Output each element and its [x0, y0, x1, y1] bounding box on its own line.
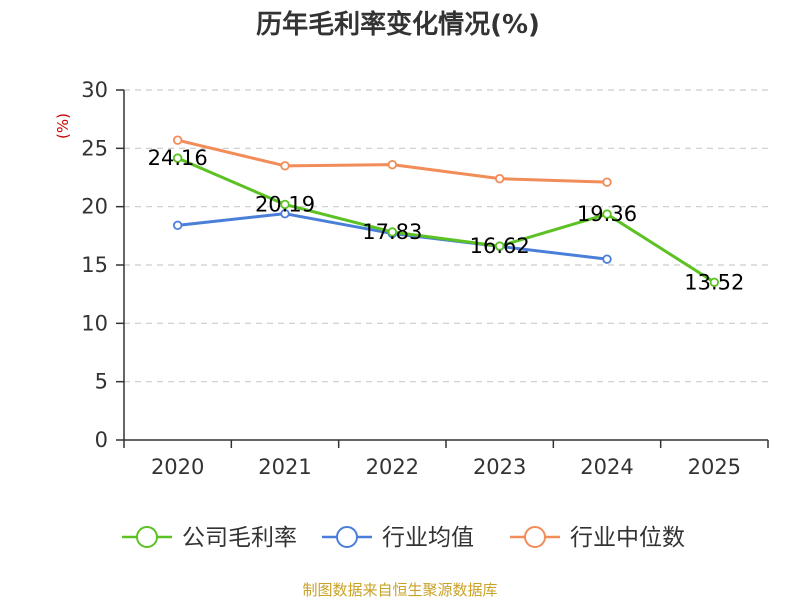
- y-tick-label: 0: [95, 428, 108, 452]
- chart-title: 历年毛利率变化情况(%): [256, 9, 540, 40]
- legend-label[interactable]: 公司毛利率: [182, 525, 297, 551]
- legend-marker: [524, 526, 546, 548]
- data-label: 24.16: [148, 146, 208, 170]
- data-label: 16.62: [470, 234, 530, 258]
- y-tick-label: 20: [81, 195, 108, 219]
- data-point[interactable]: [387, 227, 398, 237]
- x-tick-label: 2020: [151, 455, 204, 479]
- source-note: 制图数据来自恒生聚源数据库: [302, 581, 497, 599]
- data-label: 17.83: [362, 220, 422, 244]
- x-tick-label: 2021: [258, 455, 311, 479]
- data-point[interactable]: [280, 161, 290, 171]
- data-point[interactable]: [494, 173, 505, 184]
- legend-marker: [336, 526, 358, 548]
- data-point[interactable]: [172, 153, 183, 163]
- data-point[interactable]: [172, 135, 183, 145]
- data-point[interactable]: [709, 277, 720, 287]
- y-tick-label: 15: [81, 253, 108, 277]
- x-tick-label: 2025: [688, 455, 741, 479]
- legend-label[interactable]: 行业中位数: [570, 525, 685, 551]
- series-line-0: [177, 156, 716, 284]
- y-tick-label: 5: [95, 370, 108, 394]
- legend-label[interactable]: 行业均值: [382, 525, 474, 551]
- y-tick-label: 25: [81, 136, 108, 160]
- data-point[interactable]: [602, 209, 612, 219]
- data-point[interactable]: [387, 159, 398, 170]
- data-label: 19.36: [577, 202, 637, 226]
- series-lines: [172, 135, 720, 287]
- data-point[interactable]: [280, 199, 290, 210]
- data-labels: 24.16 20.19 17.83 16.62 19.36 13.52: [148, 146, 745, 294]
- x-tick-label: 2023: [473, 455, 526, 479]
- x-tick-label: 2022: [366, 455, 419, 479]
- y-axis-label: (%): [54, 113, 72, 139]
- data-point[interactable]: [602, 177, 612, 187]
- y-tick-label: 30: [81, 78, 108, 102]
- x-tick-label: 2024: [580, 455, 633, 479]
- data-label: 13.52: [684, 270, 744, 294]
- data-label: 20.19: [255, 192, 315, 216]
- data-point[interactable]: [172, 220, 183, 231]
- y-tick-label: 10: [81, 311, 108, 335]
- data-point[interactable]: [494, 241, 505, 251]
- data-point[interactable]: [280, 208, 290, 219]
- legend-marker: [136, 526, 158, 548]
- legend: 公司毛利率 行业均值 行业中位数: [122, 525, 685, 551]
- data-point[interactable]: [602, 254, 612, 264]
- grid-lines: [124, 89, 768, 383]
